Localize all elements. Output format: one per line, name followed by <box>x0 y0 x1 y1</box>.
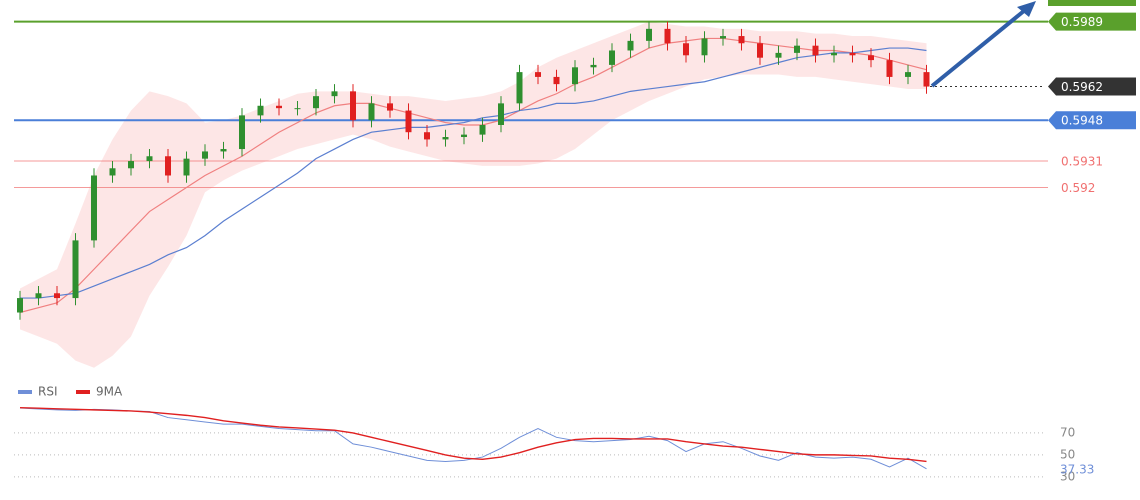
candle-body <box>646 28 652 41</box>
level-label: 0.5931 <box>1061 155 1103 169</box>
candle-body <box>794 45 800 53</box>
candle-body <box>812 45 819 56</box>
candle-body <box>368 103 375 121</box>
candle-body <box>220 149 227 152</box>
y-tick-label: 70 <box>1060 425 1075 439</box>
candle-body <box>17 298 23 313</box>
candle-body <box>757 43 763 58</box>
candle-body <box>146 156 153 162</box>
candle-body <box>276 105 282 109</box>
candle-body <box>886 60 893 77</box>
candle-body <box>664 28 671 44</box>
level-label: 0.5948 <box>1061 114 1103 128</box>
candle-body <box>516 72 523 104</box>
candle-body <box>849 52 856 56</box>
candle-body <box>165 156 171 176</box>
moving-average <box>19 37 927 314</box>
legend-swatch <box>18 390 32 394</box>
candle-body <box>239 115 245 150</box>
level-label: 0.5962 <box>1061 80 1103 94</box>
candle-body <box>683 43 689 56</box>
bollinger-band <box>20 21 927 368</box>
rsi-line <box>19 406 927 463</box>
candle-body <box>535 72 541 77</box>
candle-body <box>701 38 708 56</box>
candle-body <box>128 161 134 169</box>
candle-body <box>331 91 338 97</box>
candle-body <box>720 36 726 39</box>
candle-body <box>572 67 578 85</box>
y-tick-label: 30 <box>1060 469 1075 483</box>
legend-label: 9MA <box>96 385 123 399</box>
candle-body <box>442 137 449 140</box>
arrow-head <box>1017 1 1036 17</box>
legend-swatch <box>76 390 90 394</box>
y-tick-label: 50 <box>1060 447 1075 461</box>
candle-body <box>405 110 412 133</box>
candle-body <box>461 134 467 138</box>
last-value-label: 37.33 <box>1060 462 1094 476</box>
candle-body <box>498 103 504 125</box>
candle-body <box>609 50 615 65</box>
candle-body <box>313 96 319 109</box>
candle-body <box>257 105 264 116</box>
candle-body <box>202 151 208 159</box>
candle-body <box>91 175 97 241</box>
candle-body <box>424 132 430 140</box>
target-box <box>1048 0 1136 6</box>
candle-body <box>553 76 560 85</box>
candle-body <box>775 52 782 58</box>
candle-body <box>294 108 301 110</box>
candle-body <box>109 168 116 176</box>
candle-body <box>923 72 930 87</box>
candle-body <box>905 72 911 77</box>
candle-body <box>54 293 60 299</box>
level-box <box>1048 111 1136 130</box>
candle-body <box>479 125 486 135</box>
candle-body <box>350 91 356 121</box>
trend-arrow <box>930 4 1032 88</box>
rsi-panel: 70 50 30 RSI 9MA 37.33 <box>14 385 1094 483</box>
level-label: 0.592 <box>1061 181 1095 195</box>
level-box <box>1048 12 1136 31</box>
level-box <box>1048 77 1136 96</box>
candle-body <box>72 240 79 299</box>
candle-body <box>627 40 634 51</box>
moving-average <box>20 47 927 299</box>
candle-body <box>35 293 42 299</box>
candle-body <box>590 64 597 68</box>
candle-body <box>831 52 837 56</box>
level-label: 0.5989 <box>1061 15 1103 29</box>
candle-body <box>183 158 190 176</box>
candle-body <box>738 36 745 44</box>
legend-label: RSI <box>38 385 58 399</box>
candle-body <box>387 103 393 111</box>
candle-body <box>868 55 874 61</box>
price-panel: 0.5989 0.5962 0.5948 0.5931 0.592 <box>14 12 1136 368</box>
